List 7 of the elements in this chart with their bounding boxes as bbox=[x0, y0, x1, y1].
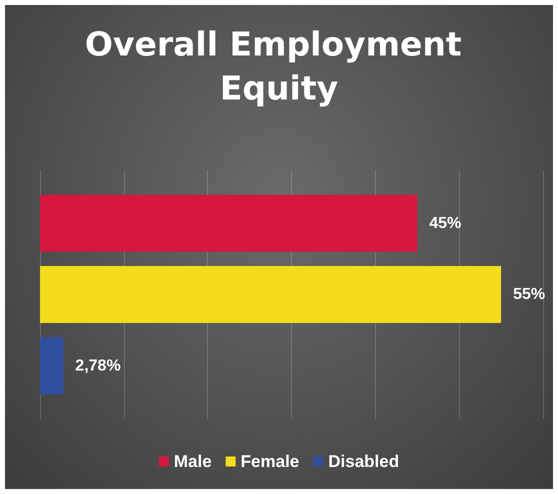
legend-label: Female bbox=[240, 452, 300, 471]
data-label: 45% bbox=[429, 214, 462, 232]
data-label: 55% bbox=[513, 286, 546, 303]
legend-label: Male bbox=[174, 452, 212, 471]
legend-label: Disabled bbox=[328, 452, 400, 471]
chart-title: Overall Employment Equity bbox=[84, 24, 474, 108]
data-label: 2,78% bbox=[75, 357, 121, 374]
